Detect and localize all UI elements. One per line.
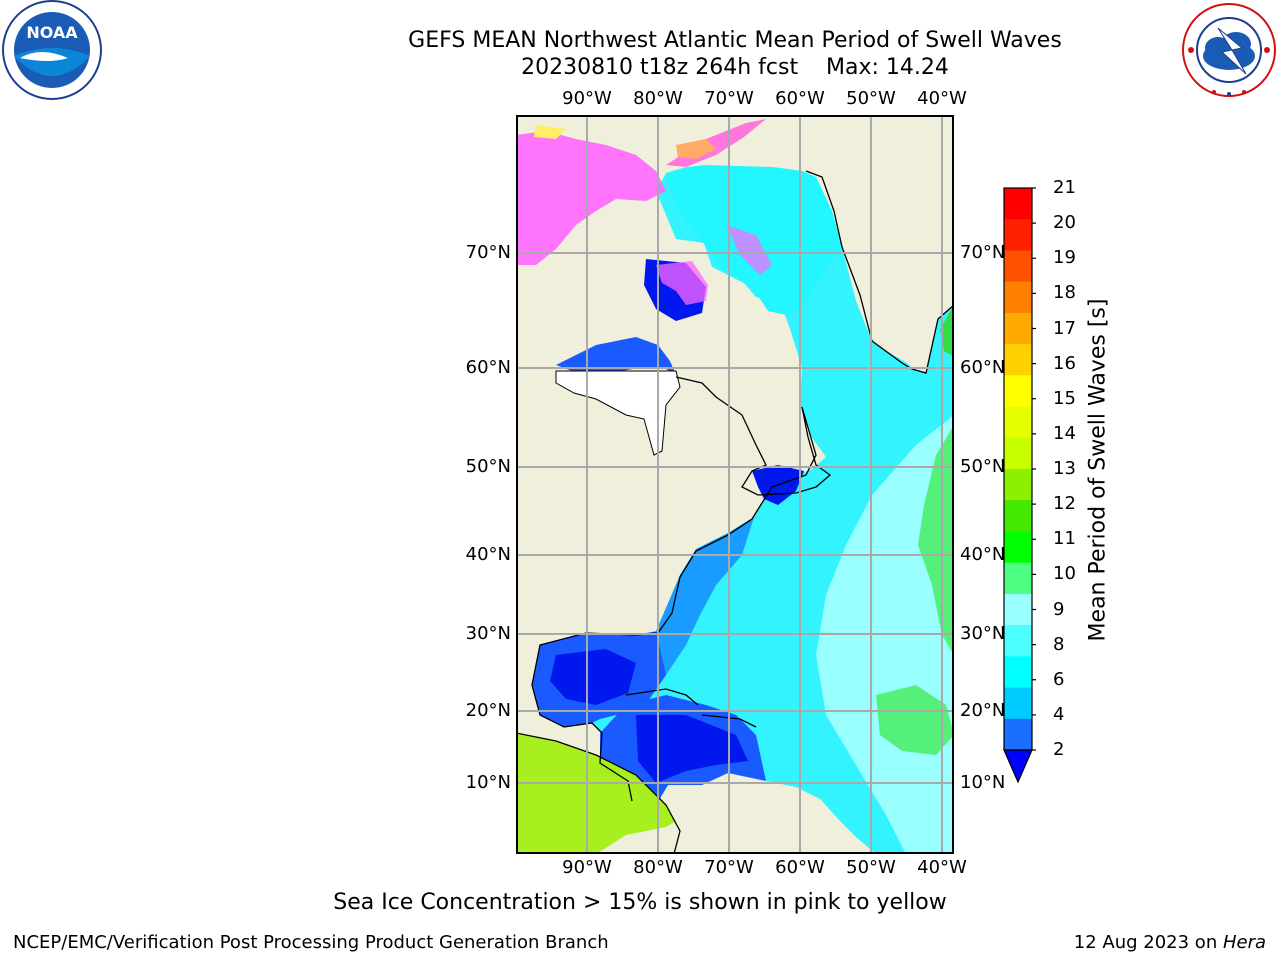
lat-tick-label-left: 20°N xyxy=(465,700,511,721)
colorbar-label: Mean Period of Swell Waves [s] xyxy=(1085,298,1111,642)
colorbar xyxy=(1003,187,1036,784)
south-america-region xyxy=(516,733,680,854)
map-subtitle: 20230810 t18z 264h fcst Max: 14.24 xyxy=(521,55,949,80)
colorbar-segment xyxy=(1004,469,1032,501)
colorbar-tick-label: 21 xyxy=(1053,177,1076,198)
lat-tick-label-right: 60°N xyxy=(960,357,1006,378)
lat-tick-label-left: 30°N xyxy=(465,623,511,644)
swell-green-patch-north xyxy=(940,305,954,357)
noaa-logo: NOAA xyxy=(2,0,102,100)
lat-tick-label-left: 60°N xyxy=(465,357,511,378)
lon-tick-label-bottom: 40°W xyxy=(917,857,967,878)
colorbar-segment xyxy=(1004,500,1032,532)
nws-logo xyxy=(1182,3,1276,97)
lon-tick-label-bottom: 80°W xyxy=(633,857,683,878)
coastline-caribbean xyxy=(516,688,757,854)
sea-ice-baffin-edge xyxy=(726,225,772,275)
colorbar-segment xyxy=(1004,718,1032,751)
lon-tick-label-top: 40°W xyxy=(917,88,967,109)
colorbar-segment xyxy=(1004,188,1032,220)
colorbar-tick-label: 20 xyxy=(1053,212,1076,234)
colorbar-segment xyxy=(1004,250,1032,283)
colorbar-segment xyxy=(1004,219,1032,251)
colorbar-tick-label: 12 xyxy=(1053,493,1076,515)
colorbar-tick-label: 8 xyxy=(1053,633,1065,655)
lon-tick-label-top: 60°W xyxy=(775,88,825,109)
colorbar-segment xyxy=(1004,437,1032,470)
lat-tick-label-left: 10°N xyxy=(465,772,511,793)
colorbar-segment xyxy=(1004,406,1032,439)
colorbar-segment xyxy=(1004,531,1032,564)
sea-ice-yellow-patch xyxy=(534,125,566,139)
lon-tick-label-bottom: 60°W xyxy=(775,857,825,878)
date-line: 12 Aug 2023 on Hera xyxy=(1074,932,1266,953)
lon-tick-label-bottom: 50°W xyxy=(846,857,896,878)
colorbar-tick-label: 10 xyxy=(1053,563,1076,585)
colorbar-segment xyxy=(1004,375,1032,408)
map-title: GEFS MEAN Northwest Atlantic Mean Period… xyxy=(408,28,1062,53)
gulf-deep xyxy=(550,649,636,705)
date-text: 12 Aug 2023 on xyxy=(1073,932,1223,953)
swell-period-map xyxy=(516,115,954,854)
colorbar-tick-label: 11 xyxy=(1053,528,1076,550)
lat-tick-label-right: 50°N xyxy=(960,456,1006,477)
colorbar-tick-label: 15 xyxy=(1053,387,1076,409)
lon-tick-label-top: 80°W xyxy=(633,88,683,109)
machine-name: Hera xyxy=(1222,932,1266,953)
colorbar-tick-label: 6 xyxy=(1053,668,1065,690)
colorbar-segment xyxy=(1004,625,1032,657)
lat-tick-label-left: 50°N xyxy=(465,456,511,477)
map-grid xyxy=(516,115,954,854)
colorbar-segment xyxy=(1004,312,1032,345)
colorbar-tick-label: 19 xyxy=(1053,247,1076,269)
colorbar-segment xyxy=(1004,281,1032,314)
caribbean-deep xyxy=(636,715,748,783)
lon-tick-label-top: 50°W xyxy=(846,88,896,109)
colorbar-tick-label: 17 xyxy=(1053,317,1076,339)
lat-tick-label-right: 70°N xyxy=(960,242,1006,263)
lat-tick-label-left: 70°N xyxy=(465,242,511,263)
colorbar-tick-label: 13 xyxy=(1053,458,1076,479)
sea-ice-arctic xyxy=(516,131,666,265)
colorbar-segment xyxy=(1004,593,1032,626)
south-america-coast-land xyxy=(596,805,856,854)
sea-ice-orange-patch xyxy=(676,139,716,159)
credit-line: NCEP/EMC/Verification Post Processing Pr… xyxy=(13,932,609,953)
lat-tick-label-right: 10°N xyxy=(960,772,1006,793)
colorbar-segment xyxy=(1004,687,1032,720)
colorbar-tick-label: 4 xyxy=(1053,703,1065,725)
colorbar-tick-label: 18 xyxy=(1053,282,1076,304)
lat-tick-label-right: 20°N xyxy=(960,700,1006,721)
colorbar-segment xyxy=(1004,562,1032,595)
colorbar-tick-label: 14 xyxy=(1053,422,1076,444)
colorbar-segment xyxy=(1004,656,1032,689)
lat-tick-label-right: 30°N xyxy=(960,623,1006,644)
colorbar-under-arrow xyxy=(1003,749,1033,784)
coastline-north-america xyxy=(531,376,832,802)
swell-green-patch-east xyxy=(918,425,954,655)
colorbar-tick-label: 2 xyxy=(1053,739,1065,760)
colorbar-segment xyxy=(1004,344,1032,376)
lon-tick-label-bottom: 90°W xyxy=(562,857,612,878)
swell-green-patch-south xyxy=(876,685,954,755)
lat-tick-label-right: 40°N xyxy=(960,544,1006,565)
lat-tick-label-left: 40°N xyxy=(465,544,511,565)
map-frame xyxy=(516,115,954,854)
sea-ice-foxe xyxy=(656,261,708,305)
colorbar-tick-label: 9 xyxy=(1053,598,1065,620)
sea-ice-note: Sea Ice Concentration > 15% is shown in … xyxy=(333,890,947,915)
colorbar-tick-label: 16 xyxy=(1053,352,1076,374)
noaa-logo-text: NOAA xyxy=(26,23,78,42)
lon-tick-label-top: 70°W xyxy=(704,88,754,109)
lon-tick-label-bottom: 70°W xyxy=(704,857,754,878)
lon-tick-label-top: 90°W xyxy=(562,88,612,109)
